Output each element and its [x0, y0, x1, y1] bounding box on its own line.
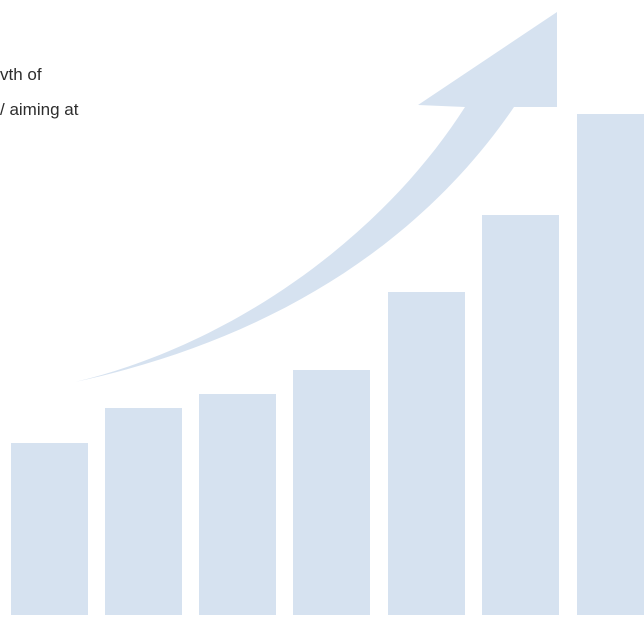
body-text-line: vth of	[0, 65, 42, 84]
body-text-line: / aiming at	[0, 100, 79, 119]
growth-bar	[577, 114, 644, 615]
bar-group	[11, 114, 644, 615]
growth-bar	[105, 408, 182, 615]
growth-bar	[11, 443, 88, 615]
growth-bar	[482, 215, 559, 615]
growth-bar	[199, 394, 276, 615]
growth-arrow-icon	[75, 12, 557, 382]
growth-bar	[388, 292, 465, 615]
growth-bar	[293, 370, 370, 615]
